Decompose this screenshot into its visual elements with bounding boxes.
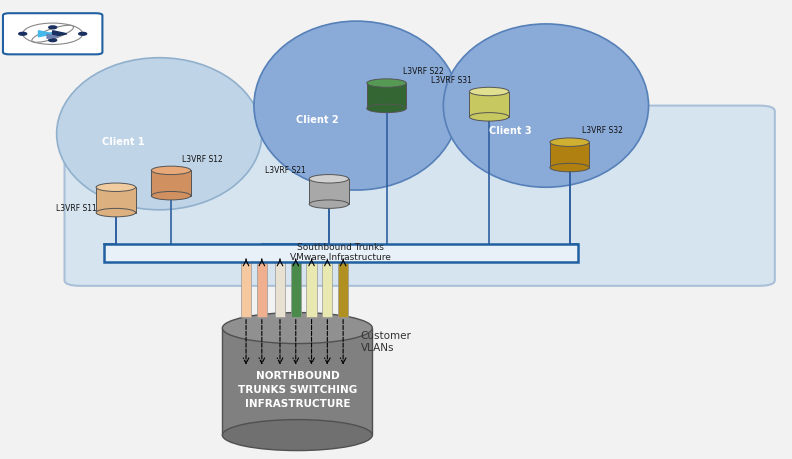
Ellipse shape xyxy=(470,87,508,96)
Text: Customer
VLANs: Customer VLANs xyxy=(360,331,411,353)
Text: Southbound Trunks
VMware Infrastructure: Southbound Trunks VMware Infrastructure xyxy=(291,243,391,262)
Ellipse shape xyxy=(550,163,589,172)
Polygon shape xyxy=(47,34,59,39)
Ellipse shape xyxy=(57,58,262,210)
Ellipse shape xyxy=(444,24,649,187)
Polygon shape xyxy=(53,31,67,37)
Text: L3VRF S11: L3VRF S11 xyxy=(56,204,97,213)
Text: Client 1: Client 1 xyxy=(102,137,145,147)
Bar xyxy=(322,262,333,317)
Bar xyxy=(96,187,135,213)
Text: L3VRF S22: L3VRF S22 xyxy=(403,67,444,76)
Ellipse shape xyxy=(254,21,459,190)
Text: L3VRF S21: L3VRF S21 xyxy=(265,166,306,175)
Text: L3VRF S32: L3VRF S32 xyxy=(582,126,623,135)
Bar xyxy=(151,170,191,196)
Circle shape xyxy=(49,39,57,42)
FancyBboxPatch shape xyxy=(64,106,775,286)
Text: L3VRF S31: L3VRF S31 xyxy=(431,76,472,85)
Bar xyxy=(550,142,589,168)
Bar xyxy=(470,91,508,117)
Ellipse shape xyxy=(309,200,348,208)
Ellipse shape xyxy=(96,208,135,217)
Circle shape xyxy=(19,33,27,35)
Ellipse shape xyxy=(96,183,135,191)
Bar xyxy=(223,328,372,435)
Circle shape xyxy=(78,33,86,35)
FancyBboxPatch shape xyxy=(3,13,102,54)
Text: Client 2: Client 2 xyxy=(295,115,338,125)
Ellipse shape xyxy=(309,174,348,183)
Polygon shape xyxy=(39,31,53,37)
Bar xyxy=(241,262,251,317)
Ellipse shape xyxy=(223,313,372,343)
Text: NORTHBOUND
TRUNKS SWITCHING
INFRASTRUCTURE: NORTHBOUND TRUNKS SWITCHING INFRASTRUCTU… xyxy=(238,371,357,409)
Text: Client 3: Client 3 xyxy=(489,126,531,136)
Ellipse shape xyxy=(470,112,508,121)
Bar xyxy=(257,262,267,317)
Bar xyxy=(275,262,285,317)
Bar xyxy=(291,262,301,317)
Circle shape xyxy=(49,26,57,29)
Bar xyxy=(367,83,406,108)
Ellipse shape xyxy=(550,138,589,146)
Circle shape xyxy=(50,33,56,35)
Bar xyxy=(338,262,348,317)
Text: L3VRF S12: L3VRF S12 xyxy=(182,155,223,163)
Ellipse shape xyxy=(151,191,191,200)
Bar xyxy=(309,179,348,204)
Ellipse shape xyxy=(367,79,406,87)
Ellipse shape xyxy=(367,104,406,112)
Ellipse shape xyxy=(151,166,191,174)
FancyBboxPatch shape xyxy=(104,244,577,262)
Ellipse shape xyxy=(223,420,372,451)
Bar xyxy=(307,262,317,317)
